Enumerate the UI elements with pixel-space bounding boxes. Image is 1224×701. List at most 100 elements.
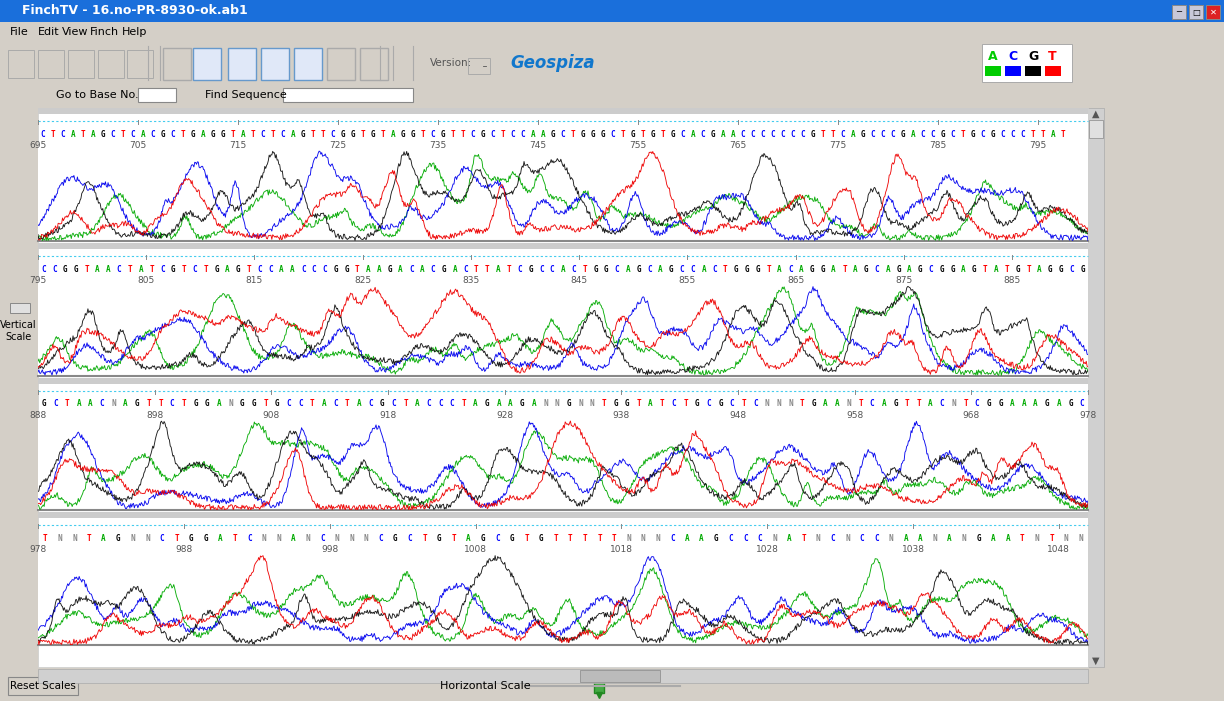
Text: T: T — [570, 130, 575, 139]
Text: T: T — [182, 265, 186, 274]
Text: T: T — [742, 400, 747, 409]
Text: A: A — [561, 265, 565, 274]
Text: T: T — [65, 400, 70, 409]
Text: G: G — [990, 130, 995, 139]
Text: A: A — [217, 400, 222, 409]
Text: 755: 755 — [629, 141, 646, 150]
Text: C: C — [712, 265, 717, 274]
Text: C: C — [450, 400, 454, 409]
Text: C: C — [323, 265, 327, 274]
Text: N: N — [1064, 534, 1069, 543]
Text: G: G — [820, 265, 825, 274]
Text: N: N — [776, 400, 781, 409]
Text: C: C — [929, 265, 934, 274]
Text: 908: 908 — [263, 411, 280, 419]
Text: A: A — [531, 130, 535, 139]
Bar — [98, 50, 124, 78]
Text: N: N — [933, 534, 938, 543]
Text: T: T — [381, 130, 386, 139]
Text: C: C — [431, 130, 436, 139]
Bar — [38, 550, 1088, 645]
Text: C: C — [572, 265, 577, 274]
Text: T: T — [361, 130, 365, 139]
Text: A: A — [947, 534, 952, 543]
Text: N: N — [543, 400, 548, 409]
Text: C: C — [930, 130, 935, 139]
Text: C: C — [539, 265, 543, 274]
Text: ▼: ▼ — [1092, 656, 1099, 666]
Bar — [360, 48, 388, 80]
Text: N: N — [228, 400, 233, 409]
Text: −: − — [1175, 8, 1182, 17]
Text: A: A — [102, 534, 106, 543]
Text: A: A — [699, 534, 704, 543]
Text: N: N — [72, 534, 77, 543]
Text: T: T — [450, 130, 455, 139]
Bar — [1206, 5, 1220, 19]
Text: G: G — [630, 130, 635, 139]
Bar — [9, 50, 34, 78]
Text: A: A — [1050, 130, 1055, 139]
Text: A: A — [91, 130, 95, 139]
Text: G: G — [116, 534, 120, 543]
Text: C: C — [781, 130, 786, 139]
Text: G: G — [591, 130, 595, 139]
Bar — [982, 44, 1072, 82]
Text: Edit: Edit — [38, 27, 60, 37]
Text: C: C — [611, 130, 616, 139]
Bar — [0, 84, 1224, 106]
Text: A: A — [95, 265, 100, 274]
Text: C: C — [974, 400, 979, 409]
Text: G: G — [940, 265, 944, 274]
Text: T: T — [1048, 50, 1056, 62]
Text: C: C — [750, 130, 755, 139]
Text: 998: 998 — [321, 545, 338, 554]
Text: 958: 958 — [846, 411, 863, 419]
Text: C: C — [110, 130, 115, 139]
Text: C: C — [392, 400, 397, 409]
Text: G: G — [755, 265, 760, 274]
Text: A: A — [851, 130, 856, 139]
Text: G: G — [211, 130, 215, 139]
Text: T: T — [636, 400, 641, 409]
Text: N: N — [131, 534, 135, 543]
Text: T: T — [158, 400, 163, 409]
Text: N: N — [590, 400, 595, 409]
Text: A: A — [390, 130, 395, 139]
Text: 725: 725 — [329, 141, 346, 150]
Text: T: T — [501, 130, 506, 139]
Text: A: A — [290, 265, 295, 274]
Text: G: G — [393, 534, 398, 543]
Text: N: N — [962, 534, 967, 543]
Text: A: A — [290, 130, 295, 139]
Bar — [1005, 66, 1021, 76]
Text: A: A — [787, 534, 792, 543]
Text: C: C — [520, 130, 525, 139]
Text: C: C — [561, 130, 565, 139]
Text: G: G — [529, 265, 532, 274]
Text: G: G — [695, 400, 699, 409]
Text: C: C — [431, 265, 436, 274]
Text: T: T — [597, 534, 602, 543]
Text: G: G — [810, 130, 815, 139]
Text: T: T — [247, 265, 251, 274]
Text: C: C — [870, 130, 875, 139]
Text: N: N — [364, 534, 368, 543]
Text: C: C — [690, 265, 695, 274]
Text: A: A — [988, 50, 998, 62]
Text: G: G — [971, 130, 976, 139]
Text: C: C — [491, 130, 496, 139]
Text: G: G — [972, 265, 977, 274]
Text: N: N — [334, 534, 339, 543]
Text: 1008: 1008 — [464, 545, 487, 554]
Text: T: T — [723, 265, 728, 274]
Text: G: G — [1059, 265, 1064, 274]
Text: A: A — [241, 130, 245, 139]
Bar — [1089, 120, 1103, 138]
Text: 855: 855 — [679, 275, 696, 285]
Text: N: N — [627, 534, 630, 543]
Text: T: T — [271, 130, 275, 139]
Text: 845: 845 — [570, 275, 588, 285]
Text: G: G — [100, 130, 105, 139]
Text: G: G — [481, 534, 485, 543]
